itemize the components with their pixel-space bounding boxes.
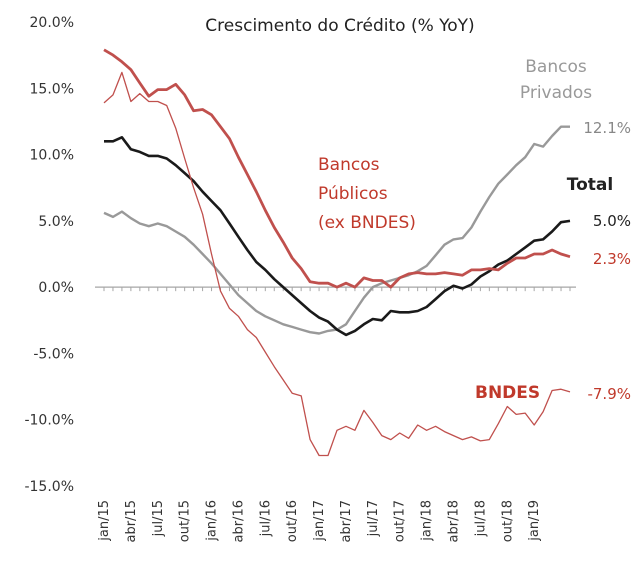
end-value-label-bancos-privados: 12.1%	[583, 119, 631, 137]
series-label-bancos-publicos: (ex BNDES)	[318, 213, 416, 233]
y-tick-label: 0.0%	[38, 280, 74, 296]
x-tick-label: out/17	[393, 500, 408, 542]
series-label-total: Total	[567, 175, 613, 195]
y-tick-label: 10.0%	[30, 148, 74, 164]
end-value-label-bndes: -7.9%	[587, 385, 631, 403]
y-tick-label: 5.0%	[38, 214, 74, 230]
series-label-bancos-publicos: Bancos	[318, 155, 380, 175]
series-annotations: Bancos Privados 12.1% Total 5.0% Bancos Públic…	[318, 57, 631, 403]
y-axis: 20.0% 15.0% 10.0% 5.0% 0.0% -5.0% -10.0% -15.0%	[24, 15, 74, 495]
series-label-bancos-privados: Privados	[520, 83, 592, 103]
x-tick-label: jul/17	[366, 500, 381, 537]
x-tick-label: jan/19	[527, 500, 542, 542]
series-label-bancos-privados: Bancos	[525, 57, 587, 77]
end-value-label-total: 5.0%	[593, 212, 631, 230]
end-value-label-bancos-publicos: 2.3%	[593, 250, 631, 268]
x-tick-label: out/15	[178, 500, 193, 542]
x-axis: jan/15 abr/15 jul/15 out/15 jan/16 abr/16 jul/…	[95, 286, 576, 543]
series-line-bndes	[103, 71, 571, 457]
x-tick-label: out/16	[285, 500, 300, 542]
x-tick-label: jan/18	[420, 500, 435, 542]
x-tick-label: jul/16	[258, 500, 273, 537]
x-tick-label: abr/17	[339, 500, 354, 543]
series-line-bancos-publicos	[103, 48, 571, 289]
series-label-bancos-publicos: Públicos	[318, 184, 388, 204]
y-tick-label: -15.0%	[24, 479, 74, 495]
x-tick-label: jan/15	[97, 500, 112, 542]
x-tick-label: abr/18	[447, 500, 462, 543]
y-tick-label: -10.0%	[24, 413, 74, 429]
x-tick-label: jul/18	[473, 500, 488, 537]
x-tick-label: jan/16	[205, 500, 220, 542]
series-label-bndes: BNDES	[475, 383, 540, 403]
x-tick-label: out/18	[500, 500, 515, 542]
chart-title: Crescimento do Crédito (% YoY)	[205, 16, 474, 36]
x-tick-label: abr/15	[124, 500, 139, 543]
y-tick-label: 15.0%	[30, 81, 74, 97]
y-tick-label: 20.0%	[30, 15, 74, 31]
x-tick-label: jul/15	[151, 500, 166, 537]
x-tick-label: jan/17	[312, 500, 327, 542]
series-lines	[103, 48, 571, 457]
x-tick-label: abr/16	[231, 500, 246, 543]
y-tick-label: -5.0%	[33, 346, 74, 362]
